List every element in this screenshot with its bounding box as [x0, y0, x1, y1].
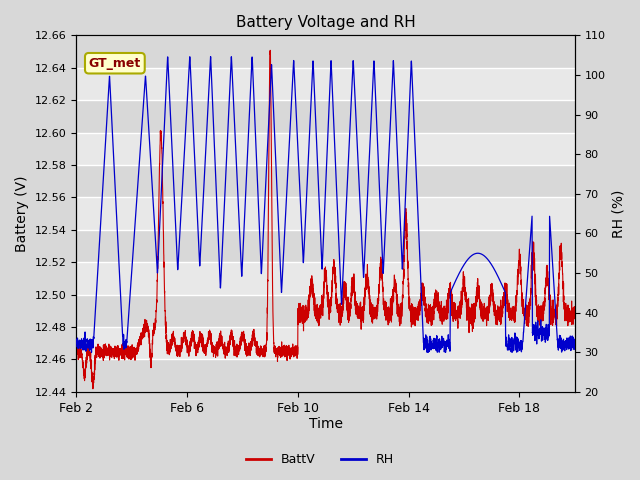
- Title: Battery Voltage and RH: Battery Voltage and RH: [236, 15, 415, 30]
- Text: GT_met: GT_met: [89, 57, 141, 70]
- Bar: [76, 165, 575, 197]
- Bar: [76, 197, 575, 230]
- Bar: [76, 262, 575, 295]
- Bar: [76, 295, 575, 327]
- Bar: [76, 100, 575, 132]
- Y-axis label: Battery (V): Battery (V): [15, 175, 29, 252]
- Bar: [76, 36, 575, 68]
- Bar: [76, 132, 575, 165]
- Bar: [76, 230, 575, 262]
- Legend: BattV, RH: BattV, RH: [241, 448, 399, 471]
- X-axis label: Time: Time: [308, 418, 342, 432]
- Y-axis label: RH (%): RH (%): [611, 190, 625, 238]
- Bar: [76, 68, 575, 100]
- Bar: [76, 360, 575, 392]
- Bar: [76, 327, 575, 360]
